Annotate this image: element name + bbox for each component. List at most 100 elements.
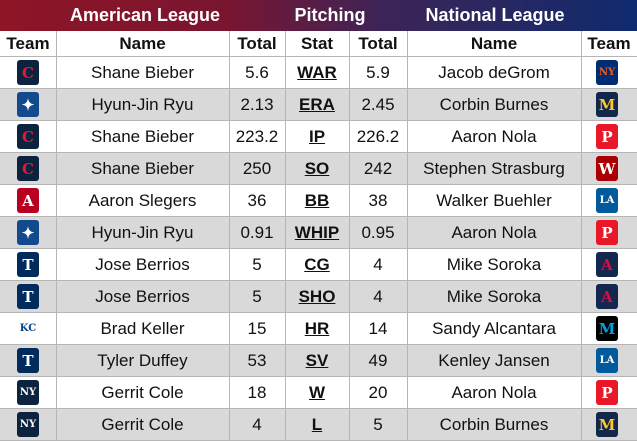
row-divider	[0, 280, 637, 281]
row-divider	[0, 152, 637, 153]
al-total: 5	[252, 287, 262, 306]
braves-logo-icon: A	[596, 284, 618, 309]
row-divider	[0, 216, 637, 217]
column-team-left: Team	[6, 34, 50, 53]
nl-total: 4	[373, 287, 383, 306]
nl-total: 4	[373, 255, 383, 274]
stat-label: SO	[304, 159, 330, 178]
al-total: 53	[247, 351, 267, 370]
braves-logo-icon: A	[596, 252, 618, 277]
table-row: ✦ M Hyun-Jin Ryu 2.13 ERA 2.45 Corbin Burnes	[0, 89, 637, 121]
nl-player-name: Mike Soroka	[446, 255, 542, 274]
nl-player-name: Mike Soroka	[446, 287, 542, 306]
nl-total: 5.9	[366, 63, 390, 82]
nl-total: 14	[368, 319, 388, 338]
column-divider	[349, 31, 350, 441]
column-name-right: Name	[470, 34, 518, 53]
nl-player-name: Sandy Alcantara	[432, 319, 556, 338]
national-league-title: National League	[425, 5, 565, 25]
yankees-logo-icon: NY	[17, 412, 39, 437]
row-divider	[0, 408, 637, 409]
league-header-bar: American League Pitching National League	[0, 0, 637, 31]
al-player-name: Aaron Slegers	[88, 191, 197, 210]
table-row: C NY Shane Bieber 5.6 WAR 5.9 Jacob deGrom	[0, 57, 637, 89]
phillies-logo-icon: P	[596, 220, 618, 245]
table-row: T LA Tyler Duffey 53 SV 49 Kenley Jansen	[0, 345, 637, 377]
nl-total: 242	[363, 159, 393, 178]
twins-logo-icon: T	[17, 252, 39, 277]
al-total: 18	[247, 383, 267, 402]
nl-player-name: Stephen Strasburg	[423, 159, 565, 178]
yankees-logo-icon: NY	[17, 380, 39, 405]
al-total: 223.2	[235, 127, 279, 146]
al-player-name: Hyun-Jin Ryu	[91, 95, 194, 114]
dodgers-logo-icon: LA	[596, 348, 618, 373]
table-row: NY M Gerrit Cole 4 L 5 Corbin Burnes	[0, 409, 637, 441]
nl-player-name: Aaron Nola	[451, 223, 537, 242]
al-player-name: Tyler Duffey	[97, 351, 188, 370]
column-total-right: Total	[358, 34, 398, 53]
column-stat: Stat	[300, 34, 334, 53]
blue-jays-logo-icon: ✦	[17, 92, 39, 117]
al-player-name: Gerrit Cole	[101, 415, 184, 434]
nl-total: 226.2	[356, 127, 400, 146]
category-title: Pitching	[294, 5, 366, 25]
nl-player-name: Corbin Burnes	[439, 415, 549, 434]
twins-logo-icon: T	[17, 348, 39, 373]
nl-total: 20	[368, 383, 388, 402]
column-divider	[285, 31, 286, 441]
al-player-name: Brad Keller	[100, 319, 185, 338]
row-divider	[0, 88, 637, 89]
nl-player-name: Jacob deGrom	[438, 63, 550, 82]
table-row: T A Jose Berrios 5 SHO 4 Mike Soroka	[0, 281, 637, 313]
al-total: 0.91	[240, 223, 274, 242]
nl-player-name: Aaron Nola	[451, 127, 537, 146]
al-player-name: Gerrit Cole	[101, 383, 184, 402]
nl-player-name: Kenley Jansen	[438, 351, 550, 370]
stat-label: SV	[305, 351, 329, 370]
cleveland-logo-icon: C	[17, 156, 39, 181]
row-divider	[0, 120, 637, 121]
stat-label: W	[308, 383, 326, 402]
al-total: 5.6	[245, 63, 269, 82]
stat-label: L	[311, 415, 323, 434]
column-divider	[229, 31, 230, 441]
table-row: KC M Brad Keller 15 HR 14 Sandy Alcantara	[0, 313, 637, 345]
nl-total: 0.95	[361, 223, 395, 242]
nl-total: 2.45	[361, 95, 395, 114]
brewers-logo-icon: M	[596, 412, 618, 437]
nl-player-name: Corbin Burnes	[439, 95, 549, 114]
nl-total: 5	[373, 415, 383, 434]
nl-total: 38	[368, 191, 388, 210]
table-row: C W Shane Bieber 250 SO 242 Stephen Strasburg	[0, 153, 637, 185]
nl-total: 49	[368, 351, 388, 370]
stat-label: WHIP	[294, 223, 340, 242]
brewers-logo-icon: M	[596, 92, 618, 117]
table-row: A LA Aaron Slegers 36 BB 38 Walker Buehler	[0, 185, 637, 217]
al-total: 36	[247, 191, 267, 210]
cleveland-logo-icon: C	[17, 124, 39, 149]
stat-label: SHO	[298, 287, 336, 306]
al-total: 250	[242, 159, 272, 178]
column-divider	[407, 31, 408, 441]
al-player-name: Shane Bieber	[90, 63, 195, 82]
stat-label: HR	[304, 319, 330, 338]
table-row: T A Jose Berrios 5 CG 4 Mike Soroka	[0, 249, 637, 281]
stat-label: IP	[308, 127, 326, 146]
column-header-row	[0, 31, 637, 57]
row-divider	[0, 184, 637, 185]
nl-player-name: Aaron Nola	[451, 383, 537, 402]
nl-player-name: Walker Buehler	[436, 191, 552, 210]
dodgers-logo-icon: LA	[596, 188, 618, 213]
marlins-logo-icon: M	[596, 316, 618, 341]
stat-label: CG	[304, 255, 330, 274]
row-divider	[0, 344, 637, 345]
column-team-right: Team	[587, 34, 631, 53]
stat-label: BB	[304, 191, 330, 210]
row-divider	[0, 248, 637, 249]
column-total-left: Total	[237, 34, 277, 53]
al-total: 15	[247, 319, 267, 338]
phillies-logo-icon: P	[596, 380, 618, 405]
column-name-left: Name	[119, 34, 166, 53]
